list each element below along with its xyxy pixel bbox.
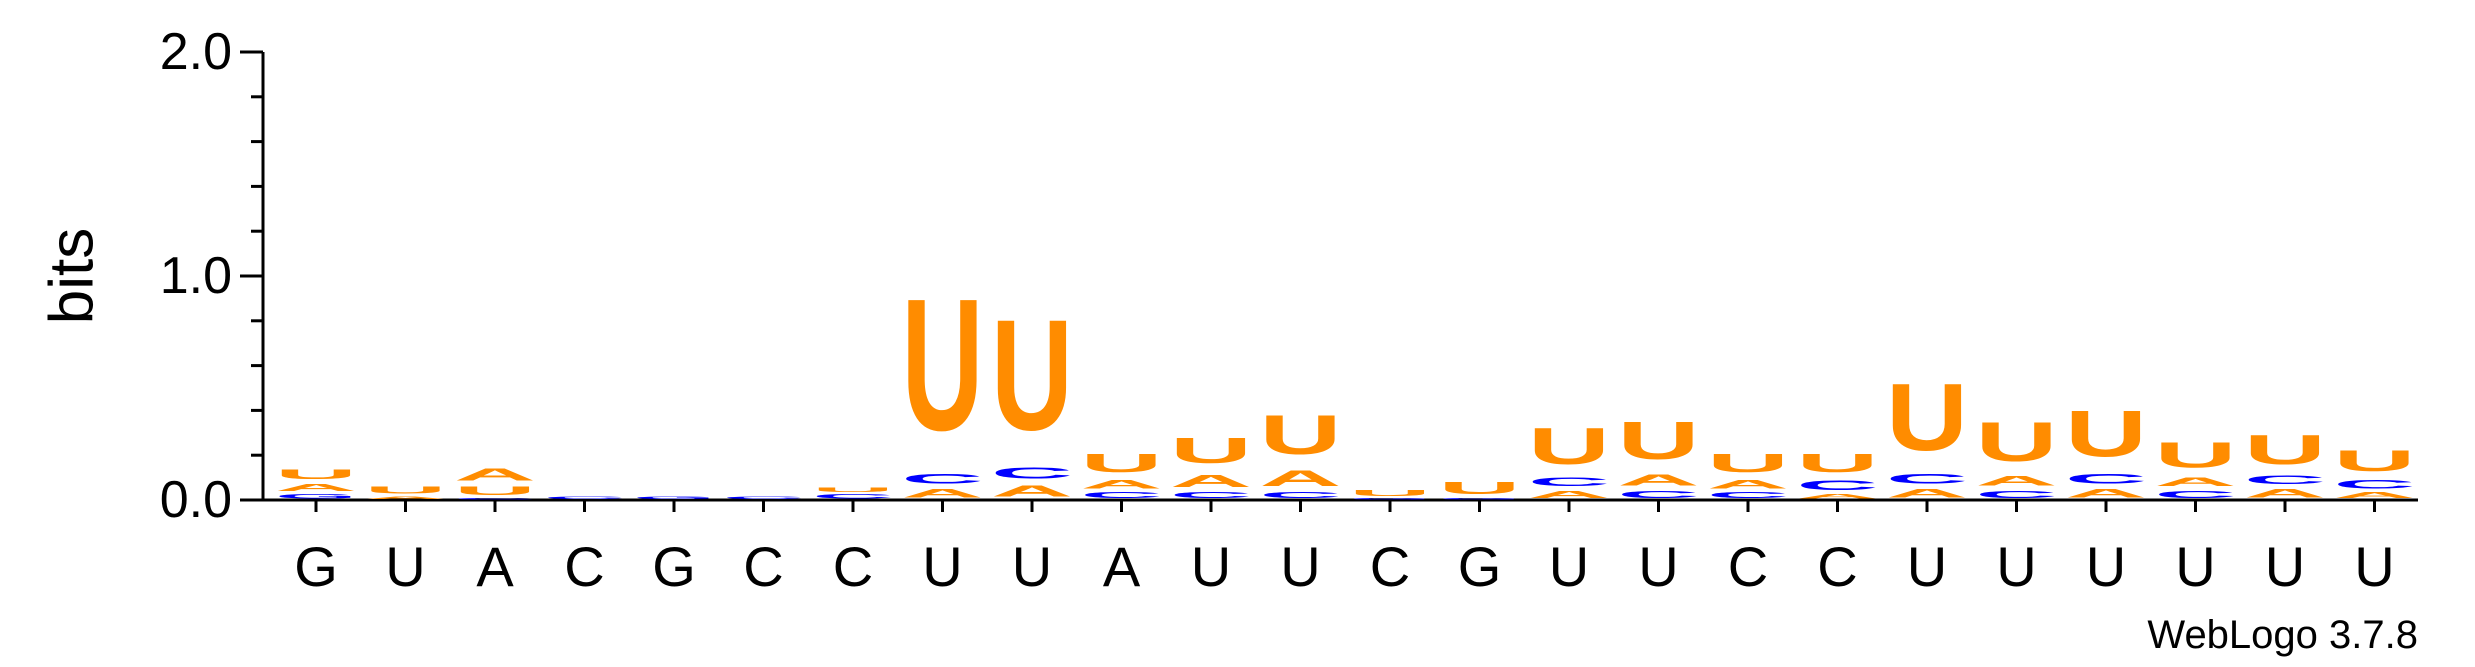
x-position-label: U <box>1549 535 1589 598</box>
logo-letter: G <box>275 493 357 500</box>
logo-letter: A <box>365 496 447 500</box>
y-axis: 0.0 1.0 2.0 <box>160 23 265 529</box>
logo-letter: U <box>902 259 984 470</box>
logo-letter: C <box>1528 475 1610 488</box>
logo-letter: A <box>2155 475 2237 488</box>
logo-letter: C <box>812 493 894 500</box>
y-axis-title: bits <box>38 228 107 324</box>
logo-letter: C <box>2155 489 2237 500</box>
x-position-label: C <box>1728 535 1768 598</box>
logo-letter: U <box>2065 397 2147 471</box>
logo-letter: A <box>902 487 984 500</box>
x-position-label: U <box>1280 535 1320 598</box>
logo-letter: U <box>1976 410 2058 473</box>
logo-letter: A <box>1707 478 1789 491</box>
logo-letter: U <box>2155 435 2237 475</box>
logo-letter: A <box>1081 478 1163 491</box>
logo-letter: U <box>1260 403 1342 466</box>
x-position-label: A <box>1103 535 1141 598</box>
logo-letter: U <box>275 467 357 483</box>
x-position-label: A <box>476 535 514 598</box>
logo-letter: U <box>1886 364 1968 471</box>
logo-letter: C <box>2244 473 2326 486</box>
x-position-label: U <box>1191 535 1231 598</box>
logo-letter: C <box>1797 478 1879 494</box>
logo-letter: U <box>1081 449 1163 478</box>
x-position-label: U <box>922 535 962 598</box>
x-position-label: U <box>1012 535 1052 598</box>
x-position-label: C <box>743 535 783 598</box>
logo-letter: G <box>633 495 715 500</box>
x-position-label: U <box>2175 535 2215 598</box>
x-position-label: C <box>1817 535 1857 598</box>
y-ticks: 0.0 1.0 2.0 <box>160 23 263 529</box>
logo-letter: C <box>1707 491 1789 500</box>
x-position-label: C <box>833 535 873 598</box>
logo-letter: A <box>1618 471 1700 489</box>
logo-letter: C <box>723 496 805 500</box>
logo-letter: C <box>2334 478 2416 491</box>
logo-letter: U <box>1797 449 1879 478</box>
y-tick-label: 2.0 <box>160 23 232 81</box>
logo-letter: C <box>2065 471 2147 487</box>
logo-letter: U <box>991 287 1073 464</box>
logo-letter: A <box>275 482 357 493</box>
logo-letter: U <box>2334 444 2416 478</box>
logo-letter: A <box>1260 467 1342 491</box>
logo-letter: U <box>2244 427 2326 474</box>
logo-letter: A <box>1886 487 1968 500</box>
logo-letter: U <box>1528 417 1610 475</box>
logo-letter: G <box>1439 498 1521 500</box>
logo-letter: A <box>1976 473 2058 489</box>
logo-letter: A <box>991 482 1073 500</box>
logo-letter: A <box>2065 487 2147 500</box>
logo-letter: A <box>454 464 536 484</box>
logo-letter: U <box>812 487 894 494</box>
logo-letter: U <box>1349 489 1431 498</box>
x-position-label: C <box>564 535 604 598</box>
weblogo-credit: WebLogo 3.7.8 <box>2147 613 2418 657</box>
logo-letter: C <box>902 471 984 487</box>
logo-letter: C <box>1618 489 1700 500</box>
logo-letter: U <box>1439 478 1521 498</box>
x-position-label: U <box>1638 535 1678 598</box>
logo-letter: C <box>991 464 1073 482</box>
logo-letter: C <box>1081 491 1163 500</box>
logo-letter: G <box>1349 498 1431 500</box>
logo-letter: U <box>1618 410 1700 470</box>
logo-letter: C <box>1886 471 1968 487</box>
logo-letter: C <box>1976 489 2058 500</box>
logo-letter: A <box>1170 471 1252 491</box>
x-position-label: G <box>1458 535 1502 598</box>
x-position-label: U <box>2354 535 2394 598</box>
x-position-label: U <box>1907 535 1947 598</box>
logo-letter: U <box>365 484 447 495</box>
x-position-label: G <box>652 535 696 598</box>
logo-letter: A <box>2334 491 2416 500</box>
x-position-label: U <box>2265 535 2305 598</box>
logo-letter: C <box>1260 491 1342 500</box>
y-tick-label: 0.0 <box>160 471 232 529</box>
logo-letter: C <box>544 496 626 500</box>
x-position-label: C <box>1370 535 1410 598</box>
logo-letter: A <box>1797 493 1879 500</box>
logo-letter: A <box>1528 489 1610 500</box>
logo-letter: U <box>454 484 536 497</box>
x-position-label: U <box>1996 535 2036 598</box>
y-tick-label: 1.0 <box>160 247 232 305</box>
x-position-label: U <box>2086 535 2126 598</box>
logo-letter: C <box>454 498 536 500</box>
x-position-label: G <box>294 535 338 598</box>
x-position-label: U <box>385 535 425 598</box>
logo-letter: A <box>2244 487 2326 500</box>
logo-letter: U <box>1170 430 1252 470</box>
logo-letter: U <box>1707 449 1789 478</box>
logo-letter: C <box>1170 491 1252 500</box>
